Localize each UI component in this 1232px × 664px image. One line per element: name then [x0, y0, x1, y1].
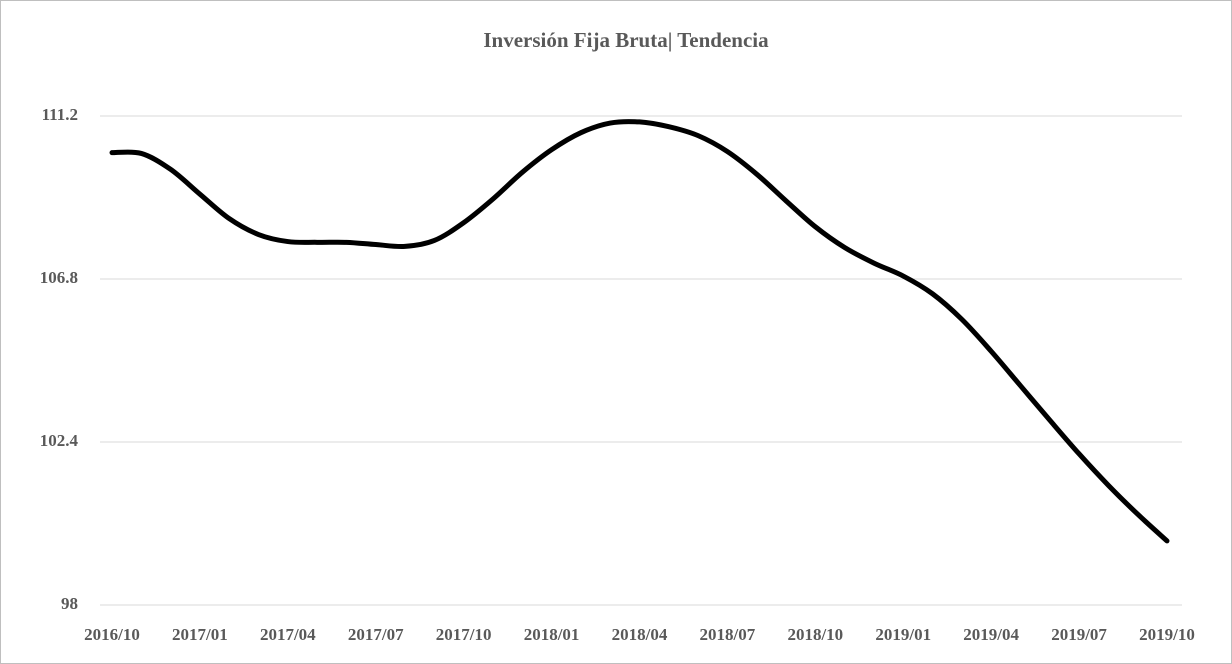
x-tick-label: 2018/07 — [700, 625, 756, 644]
x-tick-label: 2017/01 — [172, 625, 228, 644]
chart-title: Inversión Fija Bruta| Tendencia — [483, 28, 769, 52]
x-tick-label: 2019/04 — [963, 625, 1019, 644]
x-tick-label: 2017/04 — [260, 625, 316, 644]
y-tick-label: 111.2 — [42, 105, 78, 124]
line-series — [109, 119, 1170, 544]
x-tick-label: 2019/10 — [1139, 625, 1195, 644]
y-tick-label: 98 — [61, 594, 78, 613]
x-tick-label: 2018/10 — [787, 625, 843, 644]
x-tick-label: 2016/10 — [84, 625, 140, 644]
y-tick-label: 106.8 — [40, 268, 78, 287]
x-tick-label: 2019/07 — [1051, 625, 1107, 644]
x-tick-label: 2019/01 — [875, 625, 931, 644]
y-tick-label: 102.4 — [40, 431, 79, 450]
x-tick-label: 2018/04 — [612, 625, 668, 644]
x-tick-label: 2017/07 — [348, 625, 404, 644]
x-tick-label: 2017/10 — [436, 625, 492, 644]
x-tick-label: 2018/01 — [524, 625, 580, 644]
